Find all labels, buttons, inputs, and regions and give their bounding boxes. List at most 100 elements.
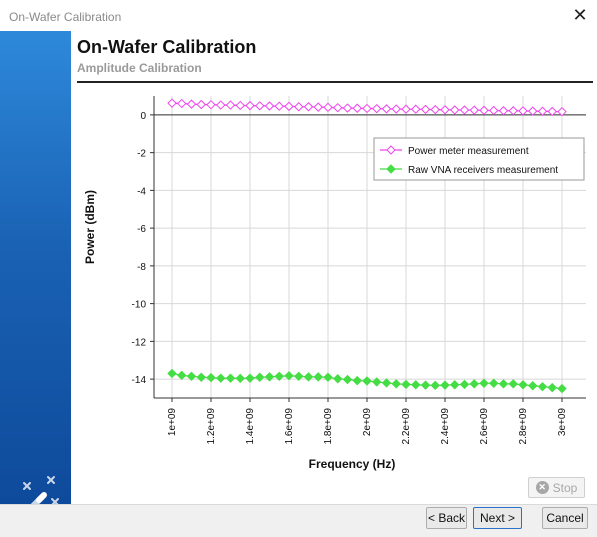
close-icon[interactable]: ✕ bbox=[572, 5, 588, 25]
data-point bbox=[216, 100, 226, 110]
page-header: On-Wafer Calibration Amplitude Calibrati… bbox=[77, 37, 593, 83]
back-button[interactable]: < Back bbox=[426, 507, 467, 529]
x-tick-label: 1.8e+09 bbox=[323, 408, 334, 445]
x-tick-label: 1.6e+09 bbox=[284, 408, 295, 445]
data-point bbox=[303, 372, 314, 382]
data-point bbox=[459, 379, 470, 390]
data-point bbox=[440, 105, 450, 115]
data-point bbox=[352, 103, 362, 113]
y-axis-label: Power (dBm) bbox=[83, 190, 97, 264]
data-point bbox=[401, 104, 411, 114]
data-point bbox=[264, 101, 275, 111]
data-point bbox=[245, 373, 255, 383]
data-point bbox=[459, 105, 470, 115]
y-tick-label: 0 bbox=[140, 111, 146, 122]
y-tick-label: -4 bbox=[137, 186, 146, 197]
data-point bbox=[303, 102, 314, 112]
data-point bbox=[294, 371, 304, 382]
stop-label: Stop bbox=[552, 480, 578, 495]
data-point bbox=[167, 368, 177, 379]
x-tick-label: 2.4e+09 bbox=[440, 408, 451, 445]
data-point bbox=[362, 103, 372, 114]
data-point bbox=[196, 372, 206, 382]
stop-icon: ✕ bbox=[535, 481, 549, 494]
cancel-button[interactable]: Cancel bbox=[542, 507, 588, 529]
y-tick-label: -8 bbox=[137, 262, 146, 273]
x-tick-label: 1e+09 bbox=[167, 408, 178, 437]
next-button[interactable]: Next > bbox=[473, 507, 522, 529]
data-point bbox=[255, 372, 265, 382]
data-point bbox=[450, 105, 460, 115]
data-point bbox=[235, 373, 245, 384]
data-point bbox=[537, 106, 548, 116]
legend-label: Power meter measurement bbox=[408, 146, 529, 157]
data-point bbox=[391, 379, 401, 389]
data-point bbox=[498, 106, 509, 116]
data-point bbox=[323, 102, 333, 113]
x-tick-label: 2e+09 bbox=[362, 408, 373, 437]
page-subtitle: Amplitude Calibration bbox=[77, 61, 202, 75]
data-point bbox=[469, 105, 479, 115]
data-point bbox=[235, 100, 245, 111]
data-point bbox=[333, 102, 343, 113]
stop-button[interactable]: ✕ Stop bbox=[528, 477, 585, 498]
data-point bbox=[362, 376, 372, 386]
y-tick-label: -14 bbox=[132, 375, 147, 386]
data-point bbox=[333, 374, 343, 384]
data-point bbox=[547, 382, 557, 393]
x-tick-label: 2.2e+09 bbox=[401, 408, 412, 445]
window-title: On-Wafer Calibration bbox=[9, 10, 122, 24]
data-point bbox=[479, 105, 489, 116]
data-point bbox=[420, 104, 431, 115]
data-point bbox=[411, 104, 421, 114]
data-point bbox=[508, 379, 518, 389]
data-point bbox=[342, 103, 353, 113]
legend-swatch-marker bbox=[386, 164, 396, 174]
data-point bbox=[167, 98, 177, 108]
data-point bbox=[440, 380, 450, 390]
data-point bbox=[313, 102, 323, 112]
data-point bbox=[528, 381, 538, 391]
data-point bbox=[372, 377, 382, 387]
data-point bbox=[186, 371, 197, 382]
data-point bbox=[177, 98, 187, 109]
data-point bbox=[206, 372, 216, 383]
x-tick-label: 2.8e+09 bbox=[518, 408, 529, 445]
x-tick-label: 1.4e+09 bbox=[245, 408, 256, 445]
data-point bbox=[342, 374, 353, 385]
data-point bbox=[430, 104, 440, 115]
data-point bbox=[498, 379, 509, 389]
data-point bbox=[294, 102, 304, 112]
data-point bbox=[411, 380, 421, 390]
data-point bbox=[274, 371, 284, 382]
data-point bbox=[196, 99, 206, 110]
y-tick-label: -2 bbox=[137, 149, 146, 160]
data-point bbox=[284, 371, 294, 381]
legend-swatch-marker bbox=[386, 145, 396, 155]
title-bar: On-Wafer Calibration ✕ bbox=[0, 0, 597, 31]
legend-label: Raw VNA receivers measurement bbox=[408, 165, 558, 176]
data-point bbox=[537, 381, 548, 392]
x-tick-label: 3e+09 bbox=[557, 408, 568, 437]
data-point bbox=[489, 105, 499, 116]
data-point bbox=[430, 380, 440, 391]
data-point bbox=[264, 372, 275, 382]
data-point bbox=[381, 104, 392, 114]
data-point bbox=[469, 379, 479, 389]
data-point bbox=[547, 106, 557, 117]
data-point bbox=[489, 378, 499, 388]
data-point bbox=[401, 379, 411, 390]
data-point bbox=[557, 106, 567, 117]
data-point bbox=[177, 370, 187, 381]
power-chart: 0 -2 -4 -6 -8 -10 -12 -14 1e+09 1.2e+09 1.4e+09 1.6… bbox=[83, 96, 586, 471]
x-tick-label: 1.2e+09 bbox=[206, 408, 217, 445]
y-tick-label: -12 bbox=[132, 337, 147, 348]
data-point bbox=[216, 373, 226, 383]
data-point bbox=[274, 101, 284, 111]
data-point bbox=[206, 99, 216, 110]
legend-box bbox=[373, 137, 585, 181]
x-axis-label: Frequency (Hz) bbox=[309, 457, 396, 471]
data-point bbox=[225, 100, 236, 110]
x-tick-label: 2.6e+09 bbox=[479, 408, 490, 445]
data-point bbox=[186, 99, 197, 109]
